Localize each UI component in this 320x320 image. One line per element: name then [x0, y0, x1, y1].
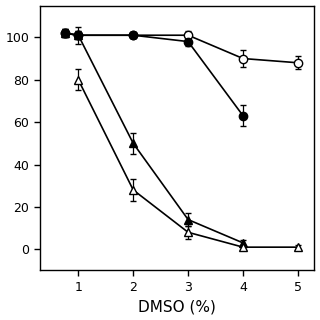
X-axis label: DMSO (%): DMSO (%) — [138, 300, 216, 315]
